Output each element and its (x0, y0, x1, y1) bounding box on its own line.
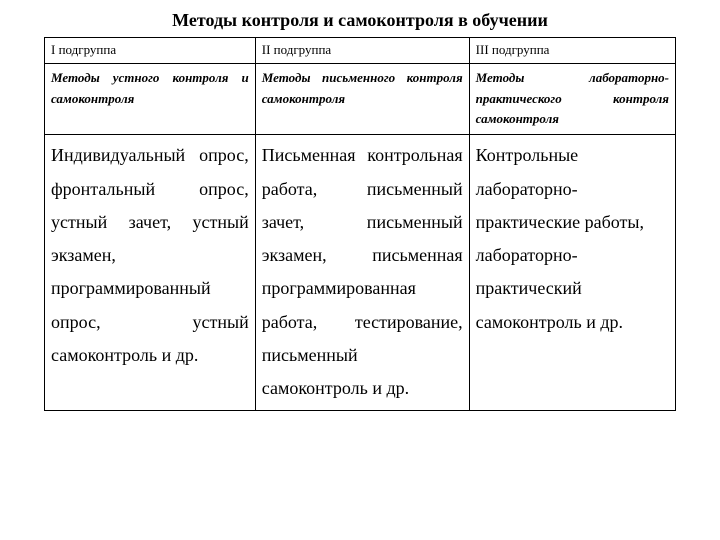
methods-table: I подгруппа II подгруппа III подгруппа М… (44, 37, 676, 411)
table-header-row-1: I подгруппа II подгруппа III подгруппа (45, 38, 676, 64)
col-header-subtitle-1: Методы устного контроля исамоконтроля (45, 63, 256, 134)
page: Методы контроля и самоконтроля в обучени… (0, 0, 720, 411)
cell-2: Письменная контрольная работа, письменны… (255, 135, 469, 410)
col-header-group-1: I подгруппа (45, 38, 256, 64)
table-header-row-2: Методы устного контроля исамоконтроля Ме… (45, 63, 676, 134)
col-header-subtitle-2: Методы письменного контролясамоконтроля (255, 63, 469, 134)
col-header-subtitle-3: Методы лабораторно-практического контрол… (469, 63, 675, 134)
col-header-group-3: III подгруппа (469, 38, 675, 64)
col-header-group-2: II подгруппа (255, 38, 469, 64)
cell-1: Индивидуальный опрос, фронтальный опрос,… (45, 135, 256, 410)
page-title: Методы контроля и самоконтроля в обучени… (44, 10, 676, 31)
table-row: Индивидуальный опрос, фронтальный опрос,… (45, 135, 676, 410)
cell-3: Контрольные лабораторно-практические раб… (469, 135, 675, 410)
